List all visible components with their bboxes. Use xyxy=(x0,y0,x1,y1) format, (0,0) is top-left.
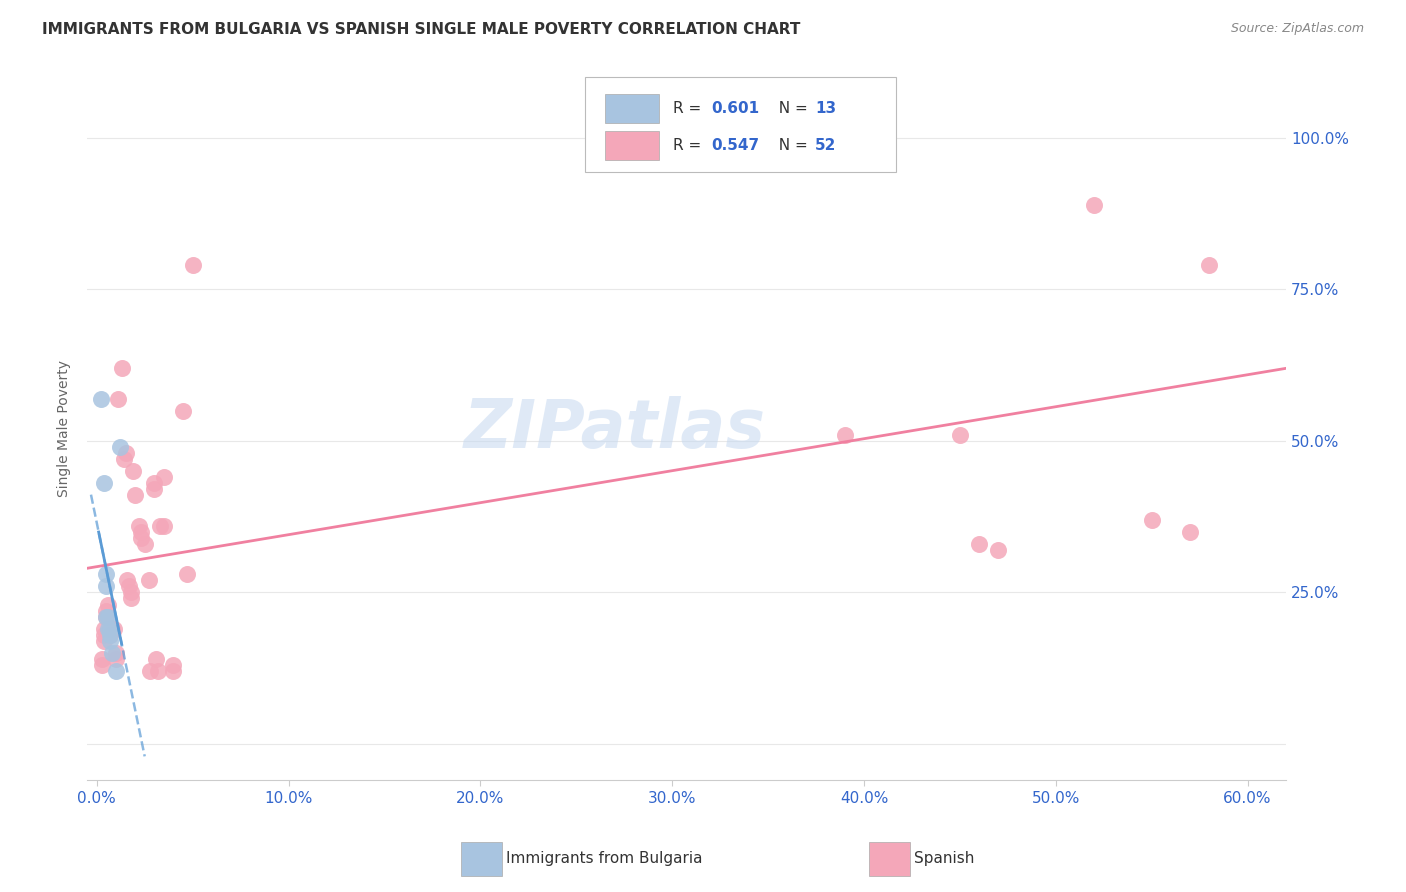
Text: 52: 52 xyxy=(815,138,837,153)
Text: Spanish: Spanish xyxy=(914,851,974,865)
Point xyxy=(134,537,156,551)
FancyBboxPatch shape xyxy=(605,94,659,123)
Point xyxy=(143,476,166,491)
Point xyxy=(153,518,176,533)
Text: ZIPatlas: ZIPatlas xyxy=(464,396,766,462)
Point xyxy=(96,579,118,593)
Point xyxy=(104,646,127,660)
Point xyxy=(97,609,120,624)
Point xyxy=(145,652,167,666)
Text: R =: R = xyxy=(673,101,706,116)
Point xyxy=(139,664,162,678)
Point xyxy=(112,452,135,467)
FancyBboxPatch shape xyxy=(585,78,897,172)
Point xyxy=(149,518,172,533)
Text: 0.601: 0.601 xyxy=(711,101,759,116)
Point xyxy=(104,664,127,678)
Point xyxy=(162,658,184,673)
Point xyxy=(120,585,142,599)
Text: N =: N = xyxy=(769,101,813,116)
Point xyxy=(98,633,121,648)
Point xyxy=(1083,197,1105,211)
Text: R =: R = xyxy=(673,138,706,153)
Point xyxy=(118,579,141,593)
Point xyxy=(1140,513,1163,527)
Point xyxy=(124,488,146,502)
Point xyxy=(834,428,856,442)
Point xyxy=(162,664,184,678)
Point xyxy=(122,464,145,478)
Point xyxy=(93,633,115,648)
Text: IMMIGRANTS FROM BULGARIA VS SPANISH SINGLE MALE POVERTY CORRELATION CHART: IMMIGRANTS FROM BULGARIA VS SPANISH SING… xyxy=(42,22,800,37)
Point xyxy=(97,622,120,636)
Point xyxy=(96,604,118,618)
Point xyxy=(129,531,152,545)
Point xyxy=(143,483,166,497)
Point xyxy=(128,518,150,533)
Point xyxy=(93,476,115,491)
Point xyxy=(987,543,1010,558)
Point xyxy=(98,628,121,642)
Point xyxy=(111,361,134,376)
Point xyxy=(176,567,198,582)
Point xyxy=(91,652,114,666)
Point xyxy=(120,591,142,606)
Point xyxy=(104,652,127,666)
Point xyxy=(153,470,176,484)
Point xyxy=(91,658,114,673)
Point xyxy=(101,622,124,636)
Point xyxy=(129,524,152,539)
Point xyxy=(97,598,120,612)
Point xyxy=(1178,524,1201,539)
Text: Immigrants from Bulgaria: Immigrants from Bulgaria xyxy=(506,851,703,865)
Point xyxy=(103,622,125,636)
Point xyxy=(96,609,118,624)
Point xyxy=(93,622,115,636)
Point xyxy=(98,622,121,636)
Point xyxy=(101,646,124,660)
FancyBboxPatch shape xyxy=(605,131,659,161)
Point xyxy=(114,446,136,460)
Text: 0.547: 0.547 xyxy=(711,138,759,153)
Point xyxy=(623,131,645,145)
Point xyxy=(146,664,169,678)
Y-axis label: Single Male Poverty: Single Male Poverty xyxy=(58,360,72,498)
Point xyxy=(108,440,131,454)
Point xyxy=(172,403,194,417)
Point xyxy=(138,574,160,588)
Point xyxy=(117,574,139,588)
Text: N =: N = xyxy=(769,138,813,153)
Point xyxy=(98,628,121,642)
Point xyxy=(949,428,972,442)
Text: 13: 13 xyxy=(815,101,837,116)
Point xyxy=(181,258,204,272)
Point xyxy=(967,537,990,551)
Point xyxy=(107,392,129,406)
Point xyxy=(1198,258,1220,272)
Point xyxy=(90,392,112,406)
Text: Source: ZipAtlas.com: Source: ZipAtlas.com xyxy=(1230,22,1364,36)
Point xyxy=(96,567,118,582)
Point xyxy=(93,628,115,642)
Point xyxy=(96,609,118,624)
